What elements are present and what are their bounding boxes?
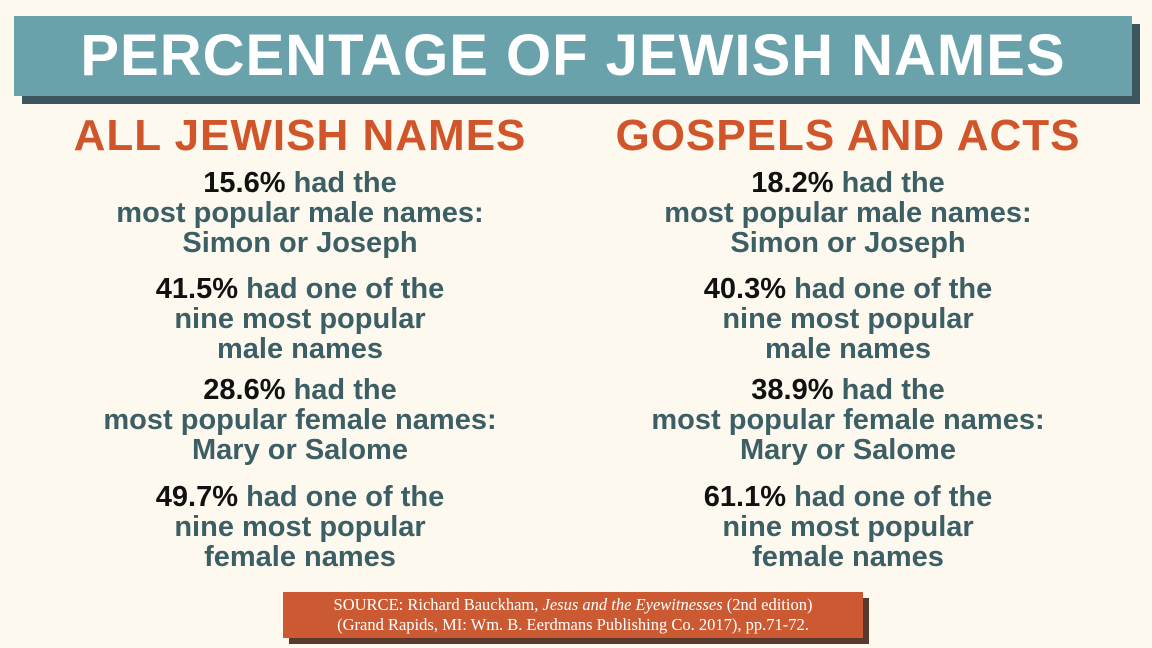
stat-percent: 41.5% — [155, 273, 238, 305]
stat-line: 28.6% had the — [20, 375, 580, 405]
stat-text: nine most popular — [174, 303, 426, 335]
stat: 40.3% had one of the nine most popular mal… — [568, 274, 1128, 364]
stat-line: most popular female names: — [568, 405, 1128, 435]
stat-line: female names — [20, 542, 580, 572]
stat-line: Mary or Salome — [568, 435, 1128, 465]
stat-text: nine most popular — [174, 511, 426, 543]
stat-line: most popular male names: — [568, 198, 1128, 228]
stat-percent: 49.7% — [155, 481, 238, 513]
stat: 61.1% had one of the nine most popular fem… — [568, 482, 1128, 572]
stat-percent: 61.1% — [703, 481, 786, 513]
stat-line: 41.5% had one of the — [20, 274, 580, 304]
stat-text: had one of the — [794, 273, 993, 305]
stat-text: nine most popular — [722, 303, 974, 335]
column: ALL JEWISH NAMES 15.6% had the most popula… — [20, 110, 580, 572]
stat: 18.2% had the most popular male names: Sim… — [568, 168, 1128, 258]
stat-line: 49.7% had one of the — [20, 482, 580, 512]
stat-text: Mary or Salome — [740, 434, 956, 466]
stat-line: female names — [568, 542, 1128, 572]
stat: 38.9% had the most popular female names: M… — [568, 375, 1128, 465]
stat-line: Mary or Salome — [20, 435, 580, 465]
stat-text: had one of the — [246, 273, 445, 305]
stat-percent: 15.6% — [203, 167, 286, 199]
stat-text: most popular female names: — [103, 404, 497, 436]
source-book: Jesus and the Eyewitnesses — [542, 595, 723, 614]
stat-line: most popular female names: — [20, 405, 580, 435]
stat-text: had the — [841, 374, 945, 406]
column: GOSPELS AND ACTS 18.2% had the most popula… — [568, 110, 1128, 572]
stat-text: had one of the — [246, 481, 445, 513]
stat-text: Mary or Salome — [192, 434, 408, 466]
stat-percent: 28.6% — [203, 374, 286, 406]
stat-text: Simon or Joseph — [182, 227, 418, 259]
source-suffix: (2nd edition) — [722, 595, 813, 614]
stat-text: female names — [752, 541, 944, 573]
stat-text: had the — [293, 167, 397, 199]
stat-text: male names — [216, 333, 384, 365]
stat-line: male names — [20, 334, 580, 364]
stat-line: 40.3% had one of the — [568, 274, 1128, 304]
stat-line: male names — [568, 334, 1128, 364]
stat-text: nine most popular — [722, 511, 974, 543]
stat-text: most popular male names: — [664, 197, 1032, 229]
stat-line: nine most popular — [20, 512, 580, 542]
stat: 49.7% had one of the nine most popular fem… — [20, 482, 580, 572]
stat-percent: 18.2% — [751, 167, 834, 199]
stat-line: Simon or Joseph — [568, 228, 1128, 258]
stat-percent: 40.3% — [703, 273, 786, 305]
stat-line: Simon or Joseph — [20, 228, 580, 258]
stat-text: most popular female names: — [651, 404, 1045, 436]
stat-line: most popular male names: — [20, 198, 580, 228]
stat-text: female names — [204, 541, 396, 573]
stat-text: Simon or Joseph — [730, 227, 966, 259]
stat-line: nine most popular — [20, 304, 580, 334]
stat-line: 38.9% had the — [568, 375, 1128, 405]
stat-text: had one of the — [794, 481, 993, 513]
title-banner: PERCENTAGE OF JEWISH NAMES — [14, 16, 1132, 96]
stat: 15.6% had the most popular male names: Sim… — [20, 168, 580, 258]
column-heading: GOSPELS AND ACTS — [615, 111, 1081, 160]
stat: 41.5% had one of the nine most popular mal… — [20, 274, 580, 364]
title: PERCENTAGE OF JEWISH NAMES — [80, 23, 1066, 88]
source-line: (Grand Rapids, MI: Wm. B. Eerdmans Publi… — [337, 615, 809, 634]
stat-line: nine most popular — [568, 512, 1128, 542]
stat-line: 15.6% had the — [20, 168, 580, 198]
column-heading: ALL JEWISH NAMES — [73, 111, 527, 160]
source-box: SOURCE: Richard Bauckham, Jesus and the … — [283, 592, 863, 638]
source-prefix: SOURCE: Richard Bauckham, — [333, 595, 543, 614]
stat: 28.6% had the most popular female names: M… — [20, 375, 580, 465]
stat-text: had the — [841, 167, 945, 199]
stat-text: male names — [764, 333, 932, 365]
stat-line: nine most popular — [568, 304, 1128, 334]
stat-percent: 38.9% — [751, 374, 834, 406]
stat-text: most popular male names: — [116, 197, 484, 229]
stat-line: 18.2% had the — [568, 168, 1128, 198]
stat-text: had the — [293, 374, 397, 406]
stat-line: 61.1% had one of the — [568, 482, 1128, 512]
